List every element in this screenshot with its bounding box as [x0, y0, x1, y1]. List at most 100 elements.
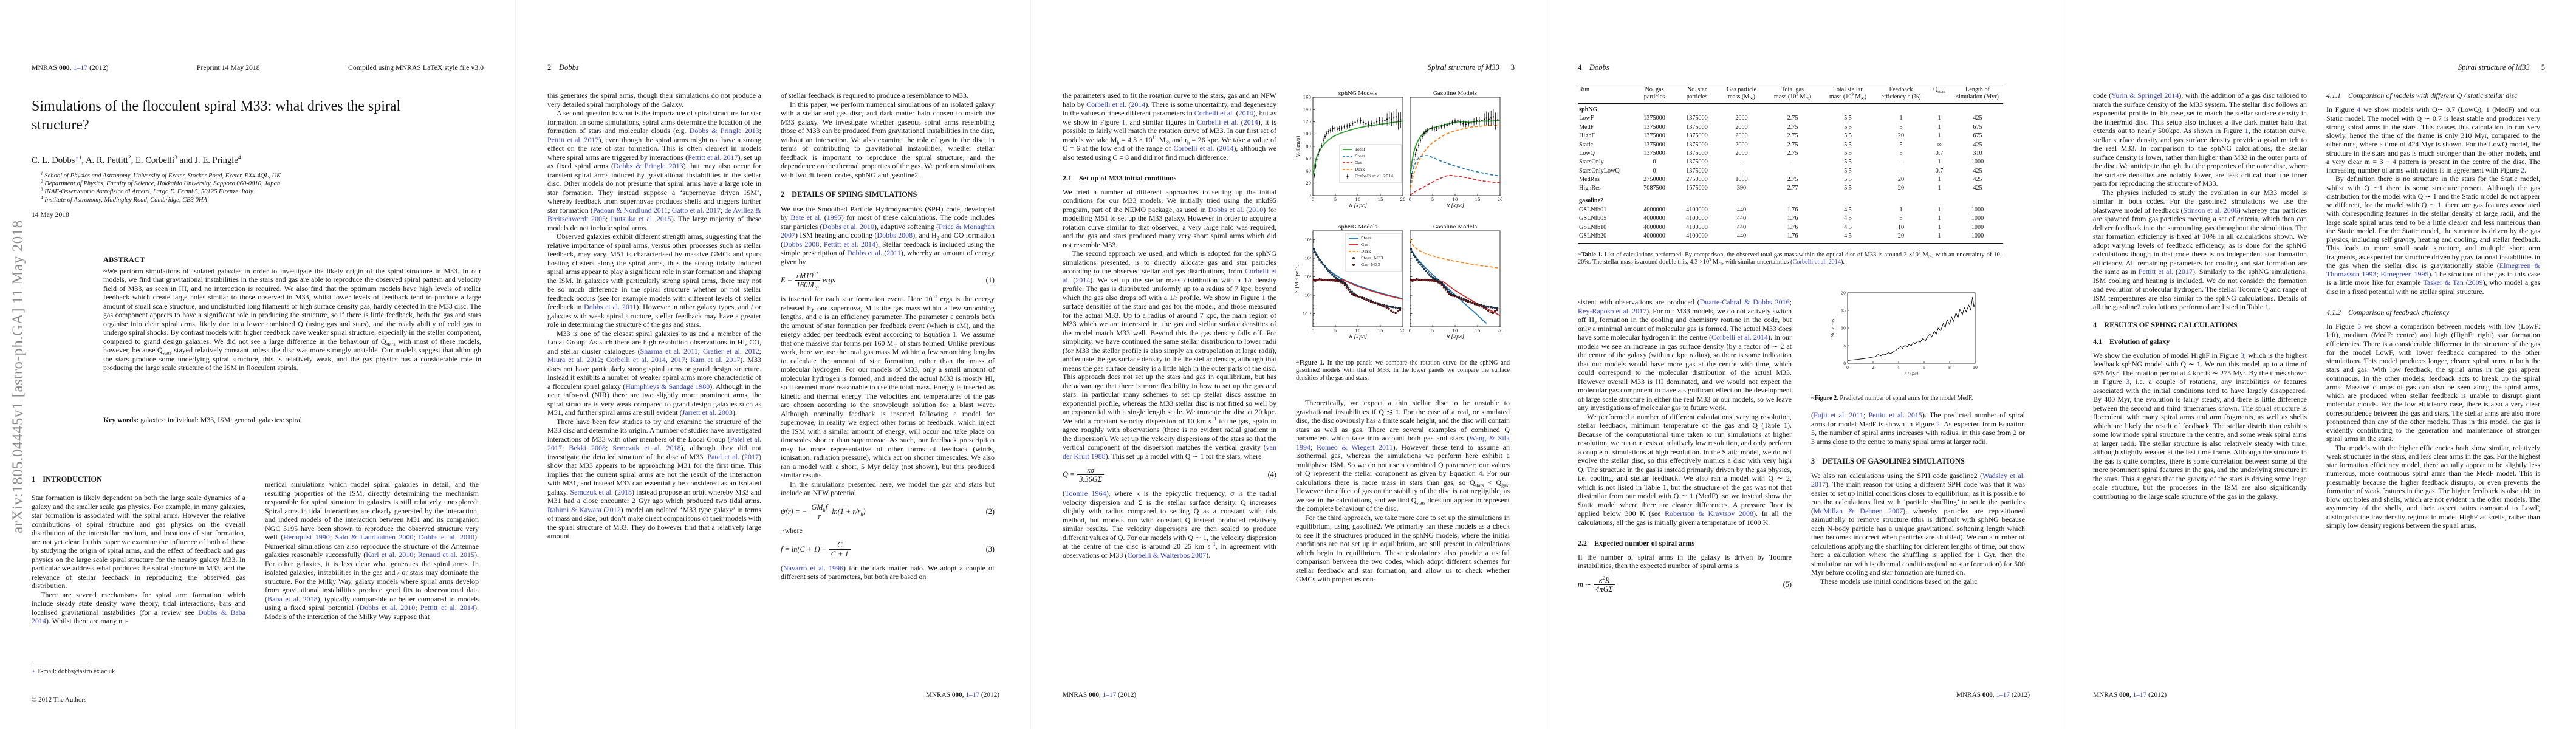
citation-link[interactable]: Dobbs & Pringle 2013 — [689, 126, 759, 135]
citation-link[interactable]: 2014 — [1219, 144, 1234, 152]
citation-link[interactable]: 2 — [2520, 166, 2524, 174]
citation-link[interactable]: Dobbs & Pringle 2013 — [613, 162, 683, 170]
citation-link[interactable]: Renaud et al. 2015 — [417, 550, 474, 559]
citation-link[interactable]: 1 — [1122, 117, 1126, 126]
citation-link[interactable]: Kam et al. 2017 — [690, 355, 741, 364]
citation-link[interactable]: Corbelli et al. — [1173, 144, 1214, 152]
citation-link[interactable]: Dobbs et al. — [1208, 205, 1244, 214]
citation-link[interactable]: 5 — [2357, 322, 2362, 330]
citation-link[interactable]: 2014 — [1131, 100, 1146, 109]
citation-link[interactable]: Navarro et al. 1996 — [783, 563, 844, 572]
citation-link[interactable]: ⋆ — [75, 154, 79, 162]
citation-link[interactable]: Inutsuka et al. 2015 — [611, 214, 671, 223]
citation-link[interactable]: Elmegreen 1995 — [2380, 270, 2429, 278]
citation-link[interactable]: Dobbs et al. 2011 — [584, 303, 637, 311]
citation-link[interactable]: Fujii et al. 2011 — [1814, 411, 1863, 419]
citation-link[interactable]: Corbelli et al. — [1197, 117, 1239, 126]
citation-link[interactable]: Romeo & Wiegert 2011 — [1317, 442, 1393, 451]
citation-link[interactable]: 1–17 — [1996, 691, 2010, 699]
citation-link[interactable]: Yurin & Springel 2014 — [2111, 91, 2179, 100]
citation-link[interactable]: Wadsley et al. 2017 — [1811, 471, 2025, 489]
citation-link[interactable]: Elmegreen & Thomasson 1993 — [2326, 261, 2540, 278]
citation-link[interactable]: 1–17 — [1102, 691, 1117, 699]
citation-link[interactable]: de Avillez & Breitschwerdt 2005 — [547, 205, 761, 224]
citation-link[interactable]: Salo & Laurikainen 2000 — [335, 533, 414, 541]
citation-link[interactable]: 2011 — [886, 248, 901, 257]
citation-link[interactable]: Duarte-Cabral & Dobbs 2016 — [1699, 298, 1790, 306]
citation-link[interactable]: Baba et al. 2018 — [267, 594, 318, 603]
citation-link[interactable]: Semczuk et al. 2018 — [612, 443, 681, 452]
citation-link[interactable]: Dobbs 2008 — [877, 231, 913, 239]
value-cell: 1 — [1937, 224, 1941, 231]
citation-link[interactable]: 2014 — [1243, 117, 1258, 126]
citation-link[interactable]: 1–17 — [73, 63, 88, 72]
citation-link[interactable]: 2017 — [744, 452, 759, 461]
citation-link[interactable]: 2014 — [1238, 109, 1253, 117]
citation-link[interactable]: Corbelli et al. 2014 — [606, 355, 666, 364]
citation-link[interactable]: 1–17 — [2132, 691, 2147, 699]
citation-link[interactable]: 2009 — [2468, 278, 2483, 287]
citation-link[interactable]: Dobbs & Baba 2014 — [32, 608, 245, 626]
citation-link[interactable]: 1–17 — [965, 691, 980, 699]
citation-link[interactable]: Sharma et al. 2011 — [640, 346, 698, 355]
citation-link[interactable]: Dobbs et al. 2010 — [419, 533, 475, 541]
citation-link[interactable]: Pettitt et al. 2017 — [688, 152, 738, 162]
citation-link[interactable]: 1 — [2244, 126, 2249, 135]
citation-link[interactable]: Gratier et al. 2012 — [702, 346, 759, 355]
citation-link[interactable]: Jarrett et al. 2003 — [682, 408, 733, 417]
citation-link[interactable]: Corbelli et al. 2014 — [1711, 333, 1768, 341]
citation-link[interactable]: Bate et al. — [790, 213, 822, 222]
citation-link[interactable]: 2 — [1936, 419, 1941, 428]
table-row: StarsOnly 0 1375000 - - 5.5 - 1 1000 — [1578, 158, 2003, 166]
citation-link[interactable]: Stinson et al. 2006 — [2183, 205, 2238, 214]
citation-link[interactable]: Patel et al. 2017 — [547, 434, 761, 453]
citation-link[interactable]: Dobbs et al. — [846, 248, 883, 257]
citation-link[interactable]: 3 — [2240, 351, 2244, 360]
citation-link[interactable]: Pettitt et al. 2014 — [420, 603, 474, 612]
citation-link[interactable]: Pettitt et al. 2014 — [823, 239, 875, 248]
citation-link[interactable]: Rey-Raposo et al. 2017 — [1578, 306, 1647, 315]
citation-link[interactable]: Rahimi & Kawata — [547, 505, 601, 514]
citation-link[interactable]: Humphreys & Sandage 1980 — [625, 382, 710, 391]
citation-link[interactable]: Patel et al. — [707, 452, 739, 461]
citation-link[interactable]: 2017 — [2177, 267, 2193, 276]
value-cell: 1375000 — [1643, 149, 1665, 157]
citation-link[interactable]: Padoan & Nordlund 2011 — [592, 205, 668, 214]
citation-link[interactable]: 1995 — [826, 213, 841, 222]
citation-link[interactable]: 2014 — [1075, 275, 1091, 284]
citation-link[interactable]: 3 — [2126, 377, 2130, 386]
citation-link[interactable]: Miura et al. 2012 — [547, 355, 601, 364]
citation-link[interactable]: Gatto et al. 2017 — [671, 205, 721, 214]
citation-link[interactable]: Dobbs et al. 2010 — [822, 222, 875, 231]
citation-link[interactable]: Corbelli & Walterbos 2007 — [1127, 550, 1207, 560]
citation-link[interactable]: McMillan & Dehnen 2007 — [1814, 506, 1903, 515]
citation-link[interactable]: Corbelli et al. — [1086, 100, 1127, 109]
citation-link[interactable]: 1 — [1261, 293, 1266, 302]
citation-link[interactable]: Karl et al. 2010 — [366, 550, 414, 559]
citation-link[interactable]: 2017 — [670, 355, 685, 364]
citation-link[interactable]: Hernquist 1990 — [283, 533, 330, 541]
citation-link[interactable]: Tasker & Tan — [2423, 278, 2464, 287]
table-column-header: Feedback efficiency ε (%) — [1875, 84, 1927, 104]
citation-link[interactable]: Price & Monaghan 2007 — [781, 222, 995, 240]
citation-link[interactable]: Bekki 2008 — [569, 443, 606, 452]
citation-link[interactable]: Semczuk et al. — [570, 487, 613, 496]
citation-link[interactable]: Corbelli et al. 2014 — [1792, 259, 1841, 266]
citation-link[interactable]: Dobbs et al. 2010 — [359, 603, 416, 612]
citation-link[interactable]: Pettitt et al. 2015 — [1868, 411, 1922, 419]
citation-link[interactable]: Pettitt et al. — [2138, 267, 2173, 276]
citation-link[interactable]: 2018 — [617, 487, 632, 496]
citation-link[interactable]: ⋆ — [32, 668, 36, 675]
citation-link[interactable]: 2012 — [606, 505, 621, 514]
citation-link[interactable]: van der Kruit 1988 — [1063, 443, 1276, 460]
citation-link[interactable]: Corbelli et al. — [1063, 267, 1276, 284]
citation-link[interactable]: Dobbs 2008 — [783, 239, 820, 248]
citation-link[interactable]: Robertson & Kravtsov 2008 — [1664, 509, 1753, 518]
value-cell: 5.5 — [1844, 149, 1852, 157]
citation-link[interactable]: Wang & Silk 1994 — [1296, 434, 1510, 451]
citation-link[interactable]: Pettitt et al. 2017 — [547, 135, 599, 144]
citation-link[interactable]: 4 — [2357, 105, 2361, 114]
citation-link[interactable]: Toomre 1964 — [1065, 489, 1106, 498]
citation-link[interactable]: Corbelli et al. — [1194, 109, 1235, 117]
citation-link[interactable]: 2010 — [1249, 205, 1264, 214]
